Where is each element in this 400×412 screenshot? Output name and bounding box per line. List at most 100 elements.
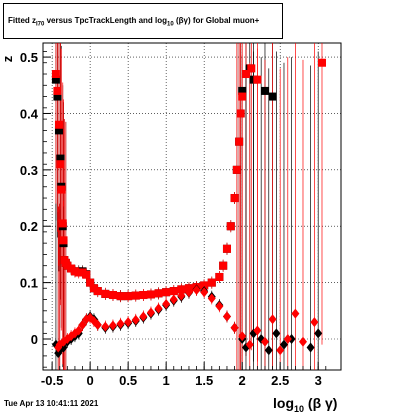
data-point-square (56, 160, 65, 169)
data-point-diamond (207, 293, 216, 304)
x-tick-label: 0.5 (119, 373, 137, 388)
x-tick-label: 0 (87, 373, 94, 388)
data-point-square (131, 291, 140, 300)
data-point-square (116, 292, 125, 301)
data-point-square (146, 290, 155, 299)
data-point-square (235, 137, 244, 146)
x-tick-label: 3 (315, 373, 322, 388)
x-tick-label: 1.5 (195, 373, 213, 388)
data-point-diamond (310, 317, 319, 328)
y-axis-label: z (0, 55, 15, 62)
data-point-square (222, 244, 231, 253)
data-point-diamond (177, 290, 186, 301)
x-tick-label: 1 (163, 373, 170, 388)
x-tick-label: 2.5 (271, 373, 289, 388)
data-point-diamond (78, 319, 87, 330)
data-point-square (226, 222, 235, 231)
timestamp: Tue Apr 13 10:41:11 2021 (4, 399, 99, 408)
y-tick-label: 0.2 (20, 219, 38, 234)
data-point-diamond (154, 303, 163, 314)
x-tick-label: -0.5 (41, 373, 63, 388)
data-point-diamond (245, 339, 254, 350)
data-point-square (108, 291, 117, 300)
data-point-square (268, 92, 277, 101)
data-point-square (86, 278, 95, 287)
data-point-square (59, 236, 68, 245)
data-point-square (51, 75, 60, 84)
data-point-square (51, 70, 60, 79)
title-box: Fitted zI70 versus TpcTrackLength and lo… (3, 3, 283, 39)
data-point-square (207, 278, 216, 287)
data-point-diamond (108, 320, 117, 331)
data-point-square (169, 287, 178, 296)
data-point-square (82, 270, 91, 279)
data-point-diamond (131, 314, 140, 325)
data-point-square (230, 194, 239, 203)
data-point-diamond (169, 294, 178, 305)
data-point-square (253, 75, 262, 84)
data-point-diamond (276, 345, 285, 356)
data-point-diamond (238, 331, 247, 342)
data-point-square (200, 281, 209, 290)
data-point-square (238, 92, 247, 101)
data-point-diamond (291, 308, 300, 319)
data-point-diamond (192, 284, 201, 295)
data-point-square (124, 292, 133, 301)
data-point-diamond (314, 328, 323, 339)
y-tick-label: 0.4 (20, 106, 39, 121)
y-tick-label: 0.5 (20, 50, 38, 65)
data-point-diamond (146, 307, 155, 318)
data-point-square (238, 86, 247, 95)
data-point-square (154, 289, 163, 298)
data-point-diamond (139, 311, 148, 322)
data-point-diamond (116, 318, 125, 329)
data-point-square (139, 291, 148, 300)
data-point-square (317, 58, 326, 67)
data-point-square (53, 86, 62, 95)
data-point-square (57, 185, 66, 194)
data-point-square (232, 165, 241, 174)
data-point-square (93, 287, 102, 296)
data-point-diamond (298, 336, 307, 347)
data-point-square (54, 120, 63, 129)
error-bars (55, 43, 323, 370)
data-point-diamond (59, 336, 68, 347)
data-points (51, 58, 326, 359)
data-point-square (58, 219, 67, 228)
data-point-diamond (279, 339, 288, 350)
data-point-square (260, 86, 269, 95)
data-point-diamond (272, 328, 281, 339)
data-point-square (215, 272, 224, 281)
data-point-diamond (230, 322, 239, 333)
data-point-diamond (74, 325, 83, 336)
y-tick-label: 0.3 (20, 163, 38, 178)
axes: -0.5 0 0.5 1 1.5 2 2.5 3 0 0.1 0.2 0.3 0.4 0.5 (20, 50, 327, 388)
data-point-square (101, 289, 110, 298)
data-point-square (56, 154, 65, 163)
data-point-diamond (124, 317, 133, 328)
data-point-diamond (306, 342, 315, 353)
data-point-diamond (215, 301, 224, 312)
chart-title: Fitted zI70 versus TpcTrackLength and lo… (8, 16, 260, 28)
data-point-square (177, 285, 186, 294)
data-point-diamond (264, 345, 273, 356)
x-axis-label: log10 (β γ) (273, 395, 337, 412)
data-point-diamond (260, 336, 269, 347)
y-tick-label: 0.1 (20, 276, 38, 291)
data-point-square (54, 126, 63, 135)
data-point-diamond (162, 299, 171, 310)
data-point-diamond (283, 333, 292, 344)
data-point-square (236, 109, 245, 118)
data-point-diamond (268, 314, 277, 325)
data-point-diamond (253, 325, 262, 336)
svg-text:log10 (β γ): log10 (β γ) (273, 395, 337, 412)
data-point-diamond (93, 319, 102, 330)
data-point-diamond (101, 321, 110, 332)
data-point-diamond (200, 287, 209, 298)
y-tick-label: 0 (31, 332, 38, 347)
data-point-square (219, 261, 228, 270)
data-point-diamond (222, 311, 231, 322)
data-point-square (241, 70, 250, 79)
